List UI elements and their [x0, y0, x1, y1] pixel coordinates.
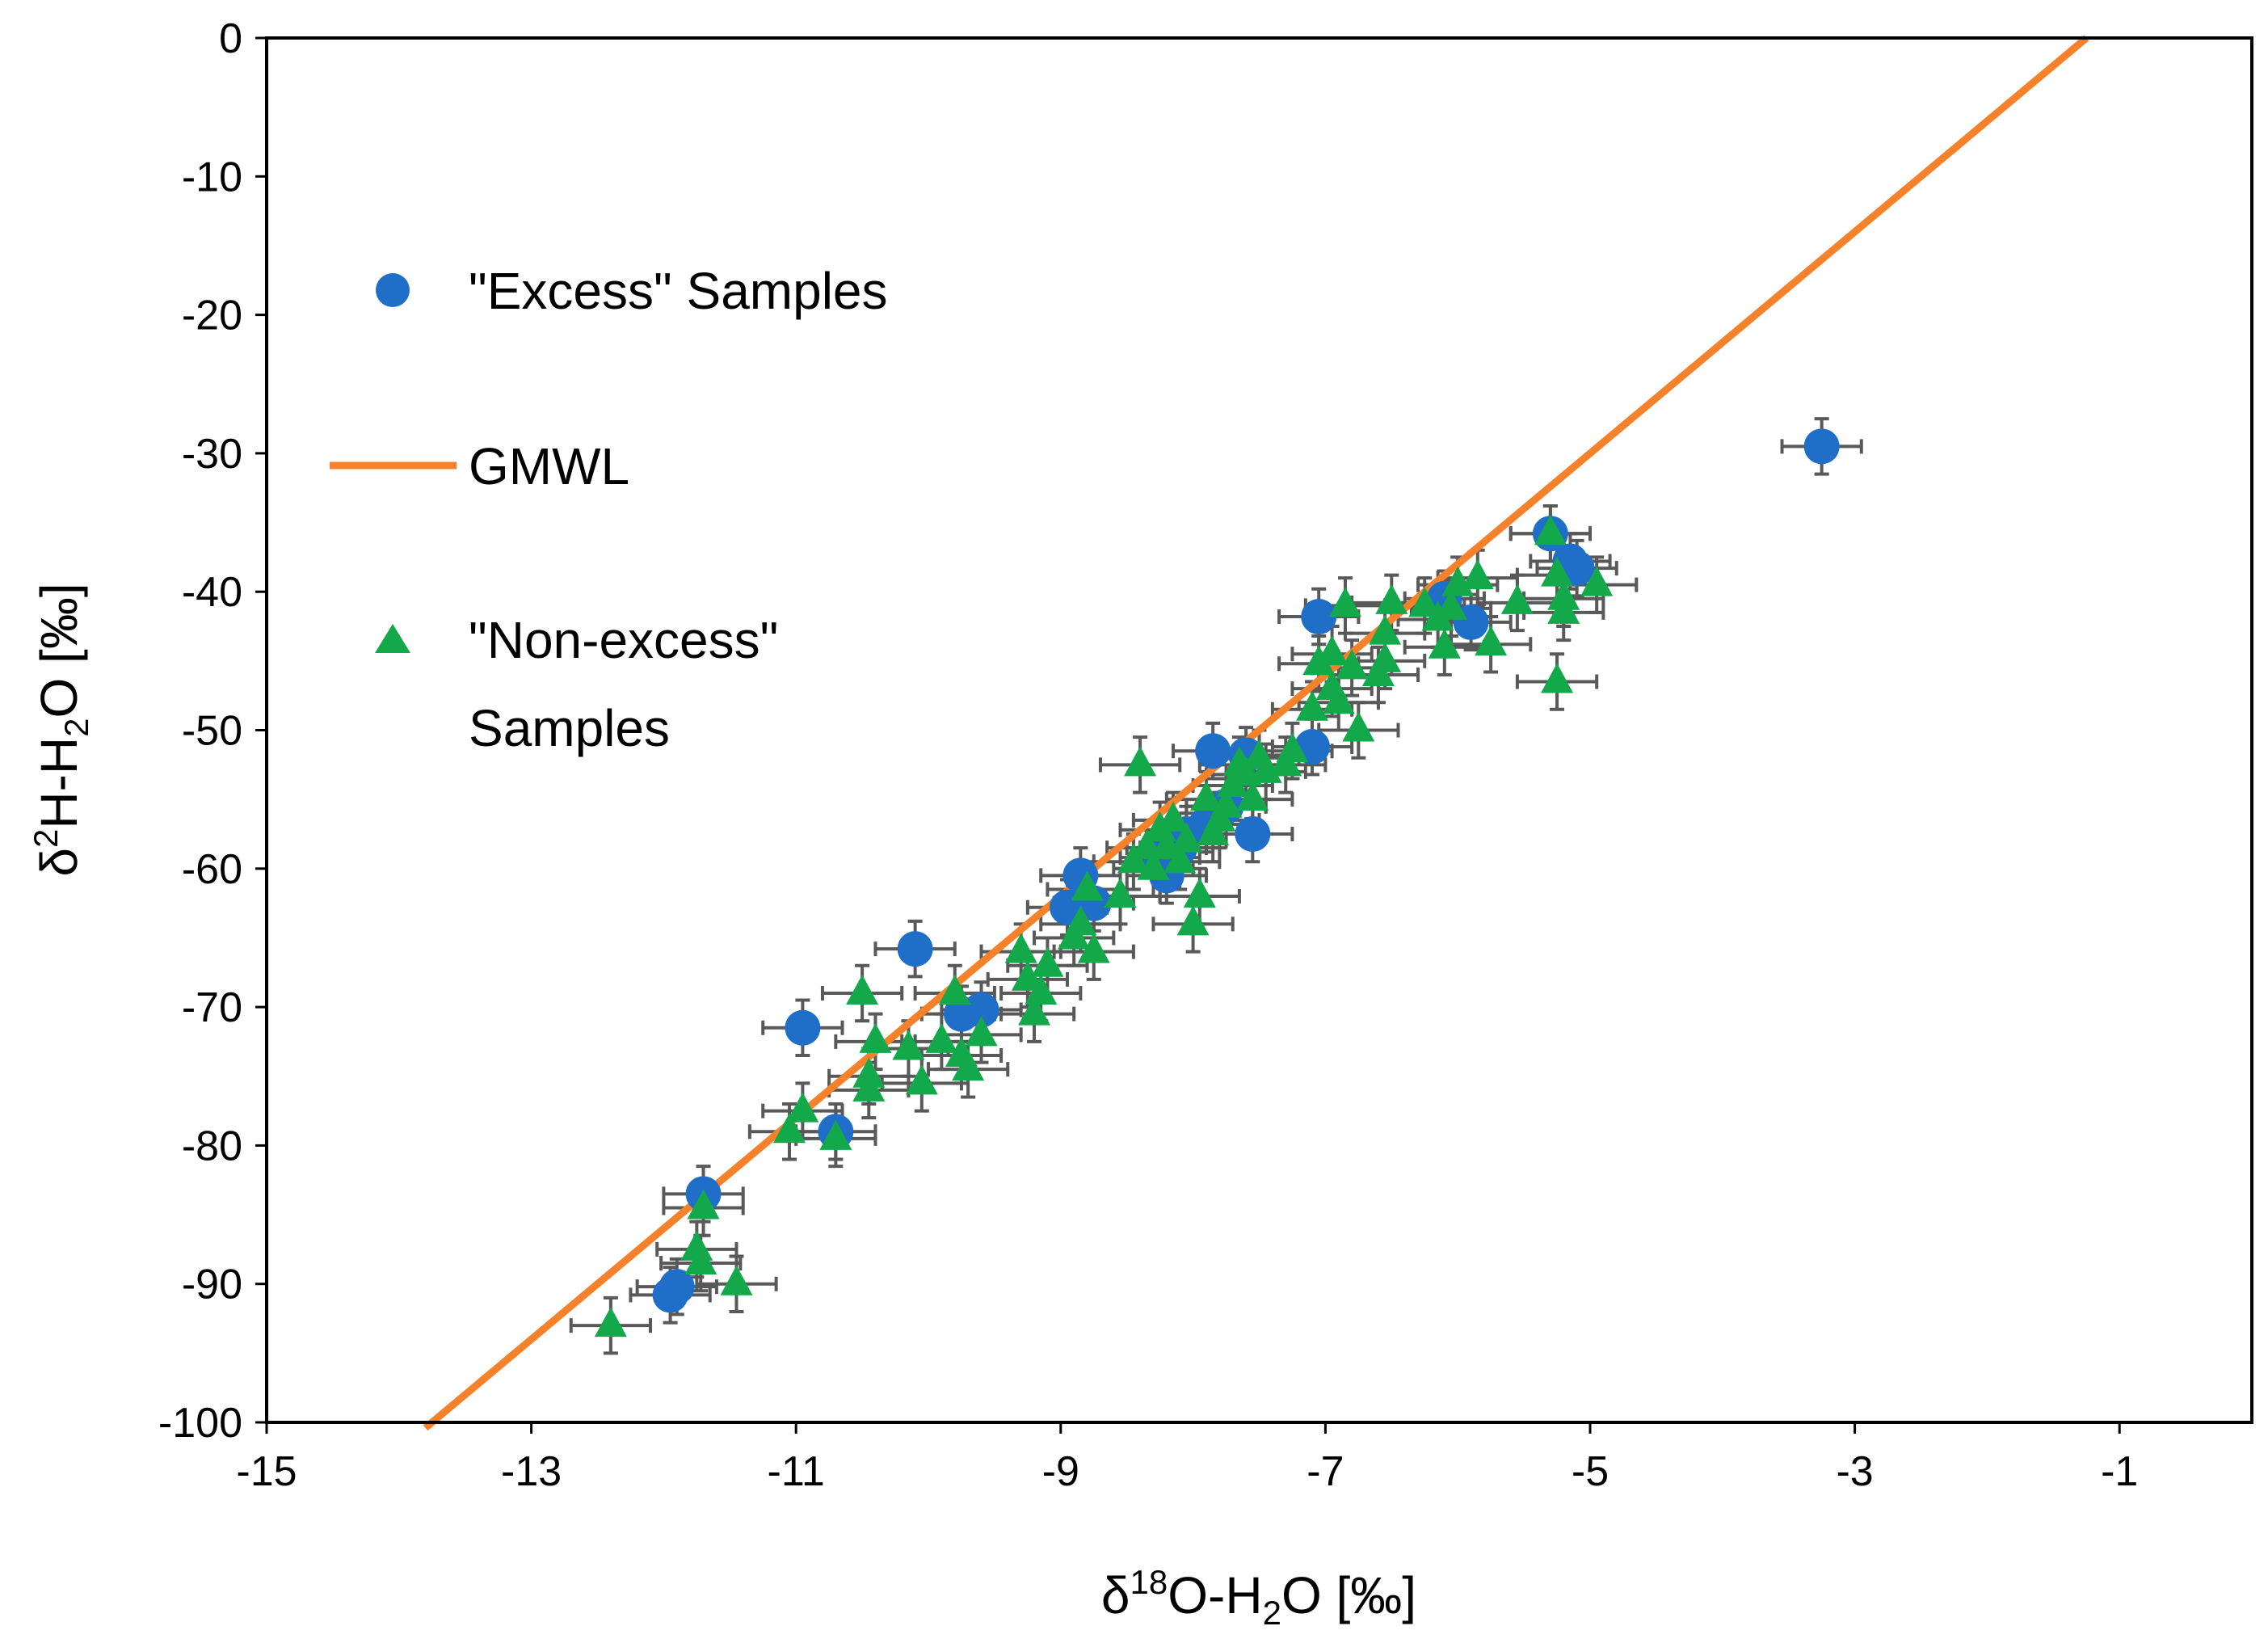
y-tick-label: 0: [219, 15, 242, 62]
non-excess-sample-point: [1441, 566, 1475, 596]
y-tick-label: -20: [182, 293, 242, 339]
non-excess-sample-point: [846, 974, 879, 1005]
non-excess-sample-point: [687, 1189, 720, 1220]
x-tick-label: -7: [1307, 1448, 1344, 1495]
non-excess-sample-point: [1302, 645, 1336, 676]
non-excess-sample-point: [1222, 746, 1256, 777]
legend-non-excess-marker: [375, 624, 410, 653]
excess-sample-point: [652, 1277, 688, 1313]
non-excess-sample-point: [905, 1064, 938, 1095]
legend-non-excess-label-line1: "Non-excess": [469, 611, 778, 669]
non-excess-sample-point: [1058, 919, 1091, 950]
non-excess-sample-point: [1328, 587, 1361, 617]
non-excess-sample-point: [1315, 670, 1349, 701]
non-excess-sample-point: [819, 1119, 852, 1150]
non-excess-sample-point: [1031, 946, 1064, 977]
x-tick-label: -1: [2101, 1448, 2138, 1495]
non-excess-sample-point: [1336, 649, 1369, 680]
y-tick-label: -100: [158, 1400, 242, 1447]
non-excess-sample-point: [1170, 822, 1203, 853]
non-excess-sample-point: [1500, 583, 1534, 614]
y-tick-label: -50: [182, 708, 242, 755]
x-tick-label: -5: [1572, 1448, 1609, 1495]
non-excess-sample-point: [1124, 746, 1157, 777]
x-tick-label: -13: [501, 1448, 562, 1495]
ticks-layer: -15 -13 -11 -9 -7 -5 -3 -10-10-20-30-40-50-60-7…: [158, 15, 2138, 1495]
x-tick-label: -11: [768, 1448, 825, 1495]
points-layer: [594, 428, 1840, 1338]
non-excess-sample-point: [1534, 515, 1567, 546]
x-tick-label: -9: [1042, 1448, 1079, 1495]
non-excess-sample-point: [925, 1022, 958, 1053]
x-tick-label: -15: [236, 1448, 297, 1495]
non-excess-sample-point: [1428, 628, 1461, 659]
excess-sample-point: [1195, 733, 1231, 769]
y-tick-label: -60: [182, 846, 242, 893]
non-excess-sample-point: [720, 1265, 753, 1295]
non-excess-sample-point: [1461, 559, 1494, 590]
non-excess-sample-point: [1216, 767, 1249, 798]
legend: "Excess" Samples GMWL "Non-excess" Sampl…: [330, 262, 888, 757]
non-excess-sample-point: [1004, 933, 1037, 963]
non-excess-sample-point: [1183, 878, 1216, 908]
non-excess-sample-point: [892, 1030, 925, 1060]
y-tick-label: -90: [182, 1262, 242, 1308]
non-excess-sample-point: [1375, 583, 1408, 614]
non-excess-sample-point: [965, 1016, 998, 1047]
non-excess-sample-point: [1342, 711, 1375, 742]
non-excess-sample-point: [680, 1230, 713, 1261]
non-excess-sample-point: [1143, 811, 1176, 841]
y-axis-title: δ2H-H2O [‰]: [27, 583, 95, 876]
non-excess-sample-point: [1547, 593, 1580, 624]
excess-sample-point: [785, 1009, 821, 1046]
non-excess-sample-point: [1071, 870, 1104, 901]
non-excess-sample-point: [1296, 690, 1329, 721]
y-tick-label: -10: [182, 154, 242, 200]
non-excess-sample-point: [1408, 587, 1441, 617]
non-excess-sample-point: [1475, 626, 1508, 656]
non-excess-sample-point: [1189, 781, 1222, 811]
non-excess-sample-point: [1130, 829, 1163, 860]
y-tick-label: -40: [182, 569, 242, 616]
excess-sample-point: [1803, 428, 1840, 465]
non-excess-sample-point: [1541, 663, 1574, 693]
legend-gmwl-label: GMWL: [469, 437, 629, 495]
non-excess-sample-point: [1197, 815, 1230, 845]
non-excess-sample-point: [1176, 905, 1210, 936]
non-excess-sample-point: [1361, 655, 1395, 686]
non-excess-sample-point: [1236, 781, 1269, 811]
non-excess-sample-point: [1011, 960, 1044, 991]
non-excess-sample-point: [1369, 614, 1402, 645]
non-excess-sample-point: [1104, 878, 1137, 908]
legend-excess-label: "Excess" Samples: [469, 262, 888, 320]
x-tick-label: -3: [1836, 1448, 1873, 1495]
non-excess-sample-point: [594, 1307, 627, 1338]
legend-non-excess-label-line2: Samples: [469, 699, 670, 757]
non-excess-sample-point: [1541, 556, 1574, 587]
excess-sample-point: [897, 931, 933, 967]
y-tick-label: -30: [182, 431, 242, 478]
non-excess-sample-point: [773, 1113, 806, 1144]
excess-sample-point: [1235, 815, 1271, 852]
y-tick-label: -80: [182, 1123, 242, 1169]
x-axis-title: δ18O-H2O [‰]: [1101, 1563, 1416, 1632]
non-excess-sample-point: [945, 1037, 978, 1068]
non-excess-sample-point: [1580, 566, 1614, 596]
non-excess-sample-point: [852, 1071, 886, 1102]
excess-sample-point: [943, 996, 979, 1032]
legend-excess-marker: [376, 273, 410, 307]
non-excess-sample-point: [1243, 739, 1276, 769]
non-excess-sample-point: [1269, 746, 1302, 777]
y-tick-label: -70: [182, 984, 242, 1031]
non-excess-sample-point: [938, 974, 971, 1005]
non-excess-sample-point: [859, 1022, 892, 1053]
non-excess-sample-point: [786, 1092, 819, 1123]
non-excess-sample-point: [1117, 843, 1150, 874]
non-excess-sample-point: [1077, 933, 1110, 963]
non-excess-sample-point: [1018, 995, 1051, 1026]
excess-sample-point: [1301, 599, 1337, 635]
